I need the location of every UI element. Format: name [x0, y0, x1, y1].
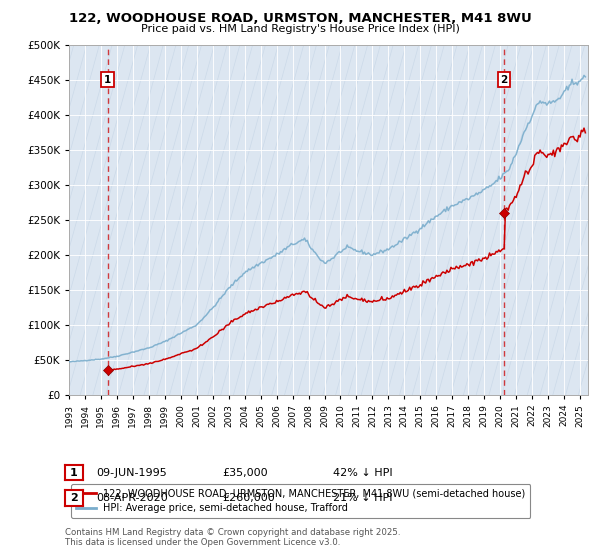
Text: 1: 1: [70, 468, 77, 478]
Text: 2: 2: [70, 493, 77, 503]
Text: Price paid vs. HM Land Registry's House Price Index (HPI): Price paid vs. HM Land Registry's House …: [140, 24, 460, 34]
Text: 42% ↓ HPI: 42% ↓ HPI: [333, 468, 392, 478]
Text: 08-APR-2020: 08-APR-2020: [96, 493, 168, 503]
Text: Contains HM Land Registry data © Crown copyright and database right 2025.
This d: Contains HM Land Registry data © Crown c…: [65, 528, 400, 547]
Legend: 122, WOODHOUSE ROAD, URMSTON, MANCHESTER, M41 8WU (semi-detached house), HPI: Av: 122, WOODHOUSE ROAD, URMSTON, MANCHESTER…: [71, 484, 530, 518]
Text: 122, WOODHOUSE ROAD, URMSTON, MANCHESTER, M41 8WU: 122, WOODHOUSE ROAD, URMSTON, MANCHESTER…: [68, 12, 532, 25]
Text: £260,000: £260,000: [222, 493, 275, 503]
Text: 2: 2: [500, 75, 508, 85]
Text: 09-JUN-1995: 09-JUN-1995: [96, 468, 167, 478]
Text: 1: 1: [104, 75, 111, 85]
Text: £35,000: £35,000: [222, 468, 268, 478]
Text: 21% ↓ HPI: 21% ↓ HPI: [333, 493, 392, 503]
